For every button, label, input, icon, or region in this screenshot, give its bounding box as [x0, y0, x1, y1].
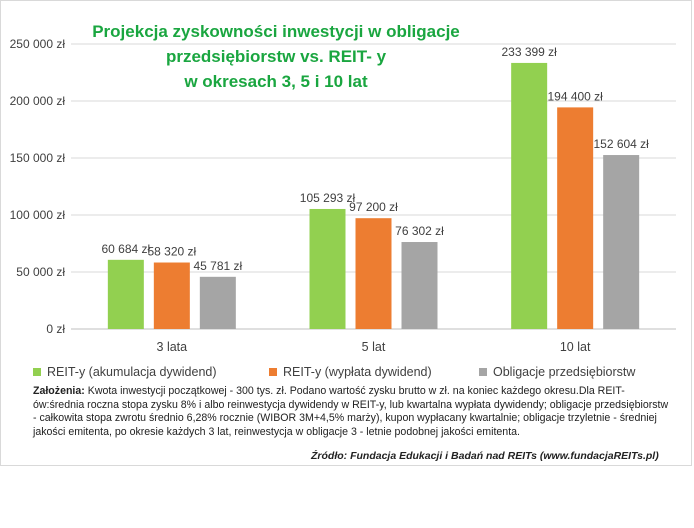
legend: REIT-y (akumulacja dywidend) REIT-y (wyp… — [33, 365, 683, 381]
assumptions-note: Założenia: Kwota inwestycji początkowej … — [33, 385, 673, 439]
data-label: 105 293 zł — [300, 191, 356, 205]
legend-item-obligacje: Obligacje przedsiębiorstw — [479, 365, 635, 379]
data-label: 58 320 zł — [147, 245, 196, 259]
bar — [107, 259, 144, 329]
assumptions-label: Założenia: — [33, 385, 85, 397]
bar-chart: 0 zł 50 000 zł 100 000 zł 150 000 zł 200 000… — [10, 37, 676, 354]
data-label: 194 400 zł — [547, 89, 603, 103]
data-label: 76 302 zł — [395, 224, 444, 238]
data-label: 97 200 zł — [349, 200, 398, 214]
bar — [153, 262, 190, 329]
y-tick-label: 150 000 zł — [10, 151, 66, 165]
legend-swatch-reit-wyplata — [269, 368, 277, 376]
y-tick-label: 50 000 zł — [16, 265, 65, 279]
chart-title-line-1: Projekcja zyskowności inwestycji w oblig… — [92, 22, 460, 41]
y-tick-label: 0 zł — [46, 322, 65, 336]
source-note: Źródło: Fundacja Edukacji i Badań nad RE… — [311, 450, 659, 462]
bar — [511, 62, 548, 329]
legend-swatch-reit-akumulacja — [33, 368, 41, 376]
data-label: 233 399 zł — [501, 45, 557, 59]
bar — [603, 155, 640, 329]
legend-label-reit-wyplata: REIT-y (wypłata dywidend) — [283, 365, 432, 379]
bar — [401, 242, 438, 329]
legend-swatch-obligacje — [479, 368, 487, 376]
chart-title: Projekcja zyskowności inwestycji w oblig… — [61, 19, 491, 94]
assumptions-text: Kwota inwestycji początkowej - 300 tys. … — [33, 385, 669, 438]
legend-label-obligacje: Obligacje przedsiębiorstw — [493, 365, 636, 379]
chart-frame: 0 zł 50 000 zł 100 000 zł 150 000 zł 200 000… — [0, 0, 692, 466]
legend-label-reit-akumulacja: REIT-y (akumulacja dywidend) — [47, 365, 217, 379]
bar — [355, 218, 392, 329]
legend-item-reit-wyplata: REIT-y (wypłata dywidend) — [269, 365, 432, 379]
data-label: 152 604 zł — [593, 137, 649, 151]
y-tick-label: 250 000 zł — [10, 37, 66, 51]
data-label: 60 684 zł — [101, 242, 150, 256]
y-tick-label: 100 000 zł — [10, 208, 66, 222]
bar — [557, 107, 594, 329]
bar — [309, 208, 346, 329]
data-label: 45 781 zł — [193, 259, 242, 273]
y-tick-label: 200 000 zł — [10, 94, 66, 108]
x-tick-label: 3 lata — [157, 340, 188, 354]
legend-item-reit-akumulacja: REIT-y (akumulacja dywidend) — [33, 365, 217, 379]
chart-title-line-3: w okresach 3, 5 i 10 lat — [184, 72, 368, 91]
bar — [199, 276, 236, 329]
x-tick-label: 5 lat — [362, 340, 386, 354]
chart-title-line-2: przedsiębiorstw vs. REIT- y — [165, 47, 387, 66]
x-tick-label: 10 lat — [560, 340, 591, 354]
